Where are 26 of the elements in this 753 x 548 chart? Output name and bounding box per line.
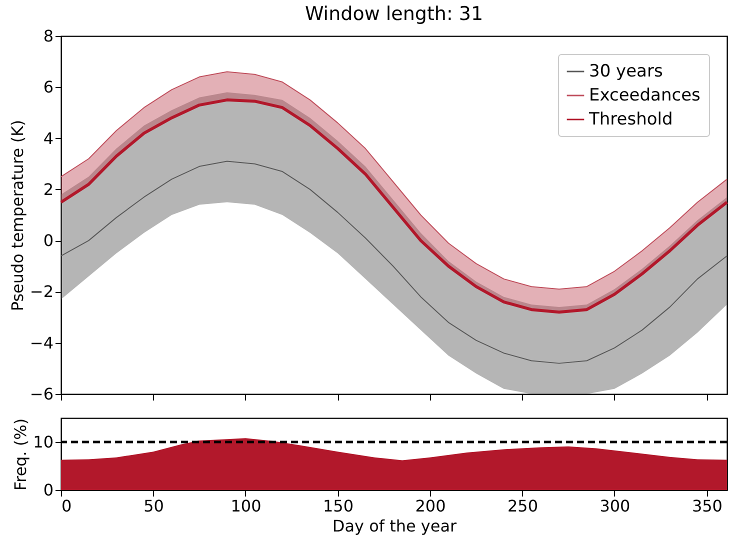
legend-label: 30 years bbox=[589, 62, 663, 82]
chart-title: Window length: 31 bbox=[304, 3, 484, 25]
legend-label: Exceedances bbox=[589, 86, 701, 106]
x-tick-label: 150 bbox=[322, 496, 354, 516]
line-series bbox=[60, 160, 728, 364]
y-tick-label: 2 bbox=[43, 180, 54, 199]
y-tick-label: 6 bbox=[43, 78, 54, 97]
x-tick-label: 100 bbox=[230, 496, 262, 516]
y-tick-label: −6 bbox=[30, 384, 54, 404]
y-tick-label: 0 bbox=[43, 231, 54, 250]
legend-label: Threshold bbox=[588, 110, 673, 130]
x-tick-label: 200 bbox=[415, 496, 446, 516]
y-tick-label: −4 bbox=[30, 333, 54, 352]
y-tick-label: 8 bbox=[43, 26, 54, 46]
y-tick-label: 10 bbox=[33, 432, 54, 452]
y-tick-label: −2 bbox=[30, 282, 54, 302]
y-axis-title: Freq. (%) bbox=[11, 418, 30, 491]
x-tick-label: 350 bbox=[692, 496, 722, 516]
x-tick-label: 300 bbox=[600, 496, 630, 516]
x-tick-label: 50 bbox=[144, 496, 164, 516]
x-tick-label: 250 bbox=[507, 496, 538, 516]
y-tick-label: 0 bbox=[43, 480, 54, 500]
x-axis-title: Day of the year bbox=[332, 516, 458, 536]
y-tick-label: 4 bbox=[43, 128, 54, 148]
y-axis-title: Pseudo temperature (K) bbox=[8, 120, 27, 312]
x-tick-label: 0 bbox=[62, 496, 72, 516]
